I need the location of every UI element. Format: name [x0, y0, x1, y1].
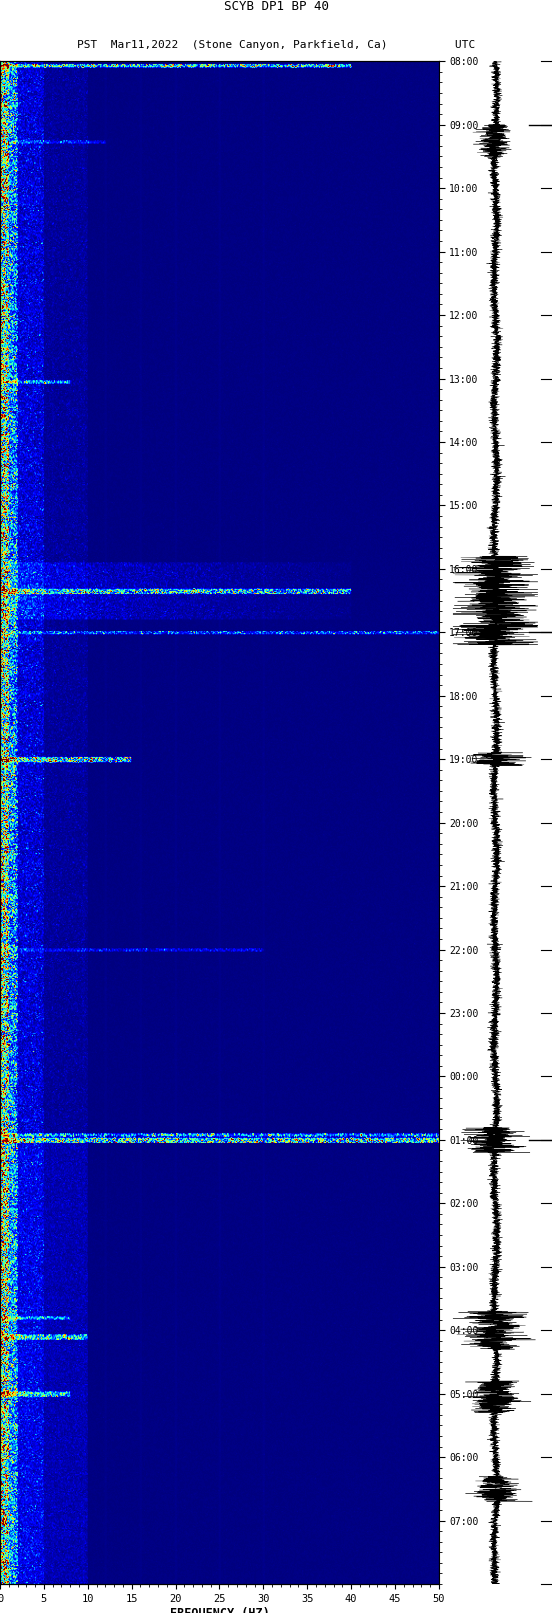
- Text: SCYB DP1 BP 40: SCYB DP1 BP 40: [224, 0, 328, 13]
- Text: USGS: USGS: [26, 21, 59, 31]
- X-axis label: FREQUENCY (HZ): FREQUENCY (HZ): [169, 1607, 269, 1613]
- Text: ≡: ≡: [9, 19, 20, 32]
- Text: PST  Mar11,2022  (Stone Canyon, Parkfield, Ca)          UTC: PST Mar11,2022 (Stone Canyon, Parkfield,…: [77, 40, 475, 50]
